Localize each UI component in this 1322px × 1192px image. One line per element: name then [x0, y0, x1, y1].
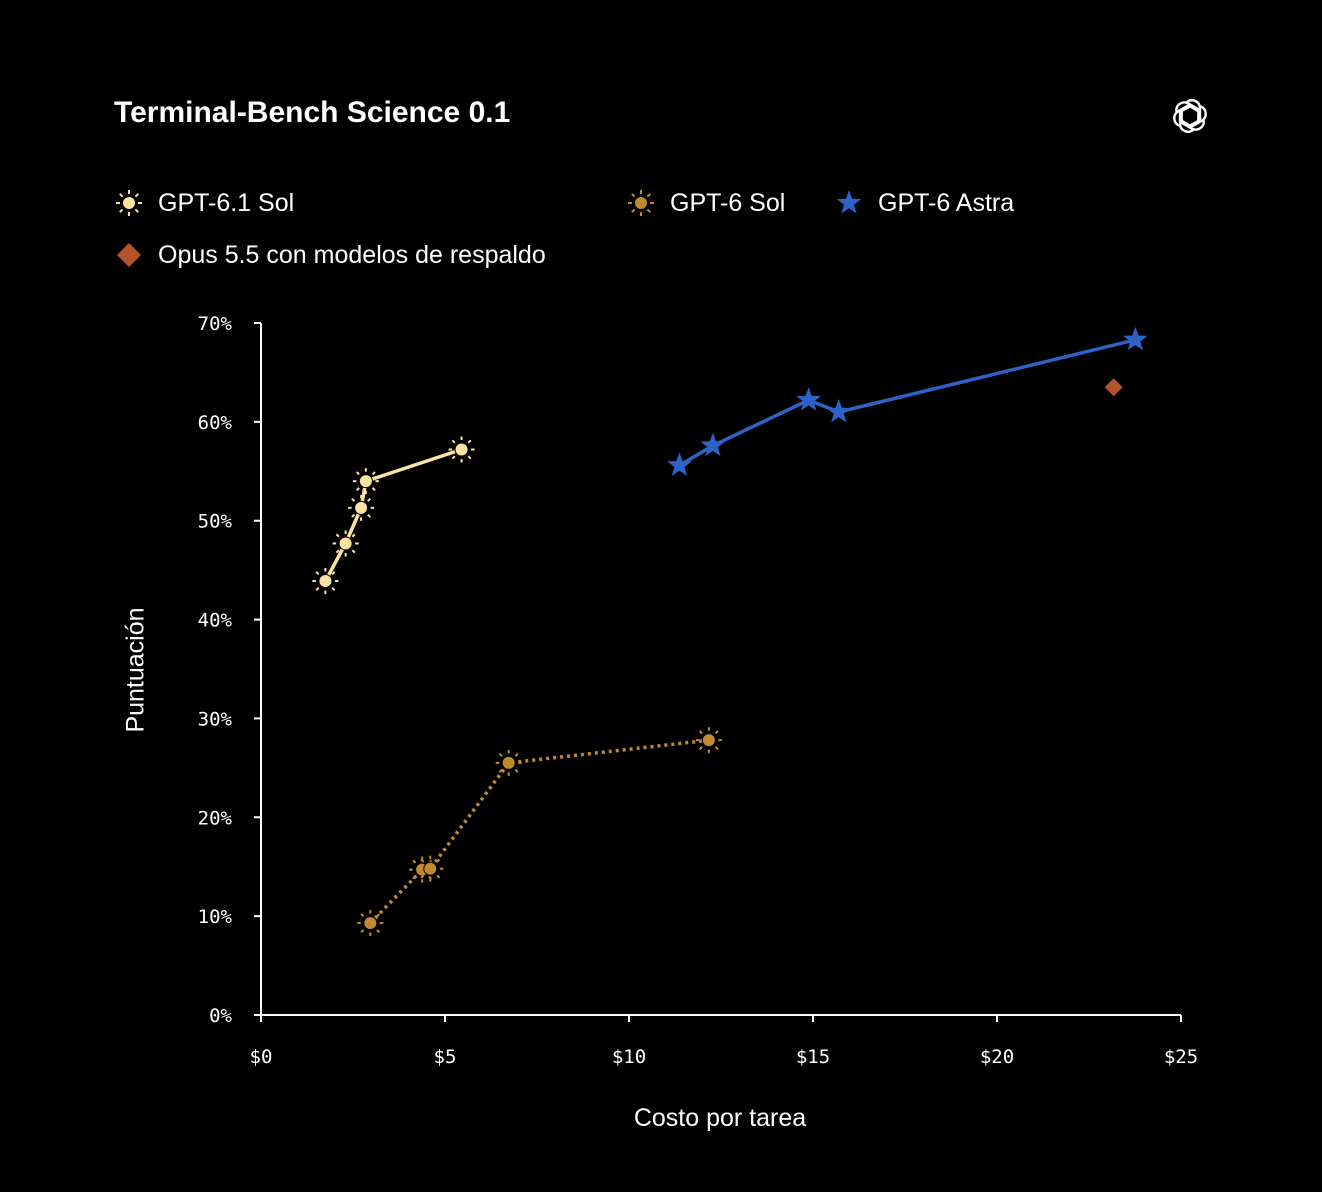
legend-label: GPT-6.1 Sol	[158, 188, 295, 217]
sun-ray	[698, 746, 703, 751]
sun-core	[338, 536, 353, 551]
sun-marker	[357, 910, 384, 937]
sun-marker	[495, 749, 522, 776]
x-axis-label: Costo por tarea	[633, 1104, 807, 1132]
series-line	[678, 338, 1136, 467]
sun-ray	[698, 730, 703, 735]
series-line	[369, 738, 710, 925]
y-tick-label: 40%	[198, 610, 233, 632]
star-marker	[700, 432, 726, 457]
sun-ray	[315, 587, 320, 591]
legend-item-gpt6-astra: GPT-6 Astra	[834, 188, 1014, 218]
series-line	[323, 447, 463, 582]
sun-ray	[376, 929, 381, 933]
sun-ray	[331, 587, 336, 591]
legend-item-gpt61-sol: GPT-6.1 Sol	[114, 188, 294, 218]
y-tick-label: 60%	[198, 412, 233, 434]
sun-core	[454, 442, 469, 457]
sun-ray	[420, 874, 425, 879]
sun-ray	[360, 929, 365, 933]
star-marker	[796, 387, 821, 411]
sun-marker	[695, 727, 722, 754]
x-tick-label: $15	[796, 1046, 830, 1068]
sun-core	[358, 474, 373, 489]
sun-ray	[420, 858, 425, 863]
sun-ray	[412, 859, 417, 864]
legend-label: Opus 5.5 con modelos de respaldo	[158, 240, 546, 269]
y-tick-label: 30%	[198, 708, 233, 730]
sun-marker	[348, 494, 375, 521]
sun-marker	[352, 468, 379, 495]
sun-ray	[371, 471, 376, 476]
star-marker	[1123, 326, 1148, 351]
diamond-marker	[1104, 378, 1123, 397]
x-tick-label: $0	[250, 1046, 273, 1068]
legend-label: GPT-6 Sol	[670, 188, 786, 217]
sun-ray	[451, 455, 456, 460]
sun-ray	[367, 497, 371, 502]
sun-marker	[332, 530, 359, 557]
sun-ray	[367, 513, 371, 518]
sun-ray	[436, 874, 441, 879]
x-tick-label: $25	[1164, 1046, 1198, 1068]
star-marker	[826, 399, 852, 423]
legend-item-gpt6-sol: GPT-6 Sol	[626, 188, 785, 218]
sun-ray	[371, 487, 376, 492]
sun-core	[423, 861, 438, 876]
sun-ray	[514, 768, 519, 773]
star-marker-icon	[836, 190, 862, 214]
sun-ray	[498, 768, 503, 773]
sun-core	[501, 755, 516, 770]
y-tick-label: 20%	[198, 807, 233, 829]
sun-ray	[355, 487, 360, 492]
sun-core	[701, 733, 716, 748]
sun-marker-icon	[628, 190, 654, 216]
sun-ray	[351, 549, 356, 554]
sun-core	[318, 574, 333, 589]
sun-core	[363, 916, 378, 931]
y-tick-label: 50%	[198, 511, 233, 533]
sun-ray	[351, 513, 356, 518]
sun-ray	[351, 533, 356, 538]
sun-marker	[417, 855, 444, 882]
sun-ray	[331, 571, 336, 576]
y-tick-label: 0%	[209, 1005, 232, 1027]
sun-ray	[335, 533, 340, 538]
diamond-marker-icon	[117, 243, 141, 267]
x-tick-label: $10	[612, 1046, 646, 1068]
star-marker	[667, 452, 692, 476]
sun-ray	[514, 753, 519, 757]
sun-ray	[498, 753, 503, 757]
legend-label: GPT-6 Astra	[878, 188, 1015, 217]
sun-ray	[467, 439, 472, 444]
sun-ray	[714, 746, 719, 751]
sun-core	[354, 500, 369, 515]
sun-marker-icon	[116, 190, 142, 216]
sun-marker	[448, 436, 475, 463]
chart-title: Terminal-Bench Science 0.1	[114, 96, 511, 129]
sun-ray	[467, 455, 472, 460]
x-tick-label: $20	[980, 1046, 1014, 1068]
sun-ray	[360, 913, 365, 918]
y-tick-label: 70%	[198, 313, 233, 335]
sun-marker	[312, 568, 339, 595]
sun-ray	[451, 439, 456, 444]
sun-ray	[436, 858, 441, 863]
sun-ray	[355, 471, 360, 476]
sun-ray	[412, 875, 417, 880]
sun-ray	[315, 571, 320, 576]
x-tick-label: $5	[434, 1046, 457, 1068]
sun-ray	[714, 730, 719, 735]
legend-item-opus-55: Opus 5.5 con modelos de respaldo	[114, 240, 546, 270]
openai-logo-icon	[1173, 99, 1207, 133]
y-tick-label: 10%	[198, 906, 233, 928]
sun-ray	[335, 549, 340, 554]
sun-ray	[351, 497, 356, 502]
sun-ray	[376, 913, 381, 918]
